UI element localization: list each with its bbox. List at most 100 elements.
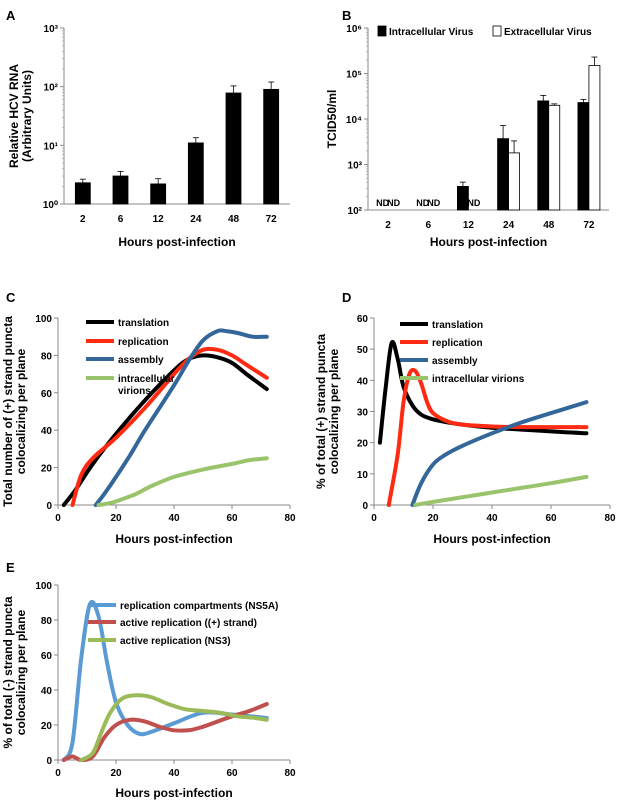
- y-tick-label: 50: [357, 345, 369, 356]
- x-tick-label: 40: [168, 513, 180, 524]
- legend-label: active replication (NS3): [120, 636, 231, 647]
- bar: [577, 102, 590, 211]
- panel-letter: C: [6, 290, 16, 305]
- x-tick-label: 12: [463, 220, 475, 231]
- x-tick-label: 20: [110, 513, 122, 524]
- y-tick-label: 20: [41, 721, 53, 732]
- y-tick-label: 10⁰: [43, 200, 58, 211]
- series-line: [410, 400, 589, 507]
- x-tick-label: 2: [385, 220, 391, 231]
- bar: [74, 182, 91, 205]
- x-tick-label: 40: [168, 768, 180, 779]
- y-tick-label: 60: [357, 314, 369, 325]
- y-tick-label: 0: [46, 501, 52, 512]
- x-tick-label: 0: [371, 513, 377, 524]
- y-tick-label: 30: [357, 408, 369, 419]
- legend-label: assembly: [432, 356, 478, 367]
- y-tick-label: 80: [41, 351, 53, 362]
- y-tick-label: 60: [41, 651, 53, 662]
- x-tick-label: 2: [80, 214, 86, 225]
- panel-letter: E: [6, 560, 15, 575]
- y-tick-label: 100: [35, 314, 52, 325]
- y-axis-label: TCID50/ml: [325, 90, 339, 149]
- y-axis-label: (Arbitrary Units): [20, 70, 34, 162]
- x-axis-label: Hours post-infection: [430, 235, 547, 249]
- y-tick-label: 10¹: [44, 141, 59, 152]
- bar: [150, 183, 167, 205]
- x-tick-label: 80: [284, 513, 296, 524]
- legend-label: Intracellular Virus: [389, 27, 474, 38]
- y-tick-label: 80: [41, 616, 53, 627]
- nd-label: ND: [416, 198, 429, 208]
- y-tick-label: 40: [41, 426, 53, 437]
- legend-label: intracellular: [118, 374, 175, 385]
- y-tick-label: 20: [41, 464, 53, 475]
- x-tick-label: 20: [427, 513, 439, 524]
- y-tick-label: 40: [357, 376, 369, 387]
- y-tick-label: 0: [46, 756, 52, 767]
- y-tick-label: 20: [357, 439, 369, 450]
- bar: [497, 138, 509, 211]
- y-tick-label: 100: [35, 581, 52, 592]
- legend-label: translation: [118, 318, 169, 329]
- x-tick-label: 20: [110, 768, 122, 779]
- y-axis-label: colocalizing per plane: [14, 349, 28, 475]
- x-tick-label: 24: [190, 214, 202, 225]
- panel-letter: A: [6, 8, 16, 23]
- x-tick-label: 40: [486, 513, 498, 524]
- y-tick-label: 10⁶: [346, 24, 362, 35]
- x-tick-label: 0: [55, 513, 61, 524]
- x-tick-label: 6: [425, 220, 431, 231]
- legend-label: assembly: [118, 355, 164, 366]
- y-axis-label: colocalizing per plane: [14, 610, 28, 736]
- panel-E: E 0 20 40 60 80 100 0 20 40 60 80 replication compar…: [1, 560, 296, 800]
- x-tick-label: 72: [583, 220, 595, 231]
- panel-letter: B: [342, 8, 351, 23]
- x-tick-label: 60: [226, 768, 238, 779]
- x-tick-label: 72: [266, 214, 278, 225]
- legend-label: virions: [118, 386, 151, 397]
- y-tick-label: 10²: [44, 83, 59, 94]
- series-line: [93, 328, 269, 507]
- panel-C: C 0 20 40 60 80 100 0 20 40 60 80 translation replica…: [1, 290, 296, 546]
- bar: [548, 104, 561, 211]
- bar: [225, 92, 242, 205]
- legend-swatch: [377, 25, 387, 37]
- y-tick-label: 40: [41, 686, 53, 697]
- series-line: [386, 367, 589, 507]
- x-tick-label: 0: [55, 768, 61, 779]
- legend-label: Extracellular Virus: [504, 27, 592, 38]
- legend-label: active replication ((+) strand): [120, 618, 257, 629]
- y-axis-label: % of total (+) strand puncta: [314, 334, 328, 489]
- x-tick-label: 6: [118, 214, 124, 225]
- nd-label: ND: [387, 198, 400, 208]
- bar: [508, 152, 520, 211]
- y-axis-label: % of total (-) strand puncta: [1, 596, 15, 748]
- y-tick-label: 10⁵: [346, 70, 362, 81]
- nd-label: ND: [376, 198, 389, 208]
- x-tick-label: 12: [153, 214, 165, 225]
- y-axis-label: Total number of (+) strand puncta: [1, 316, 15, 507]
- y-axis-label: colocalizing per plane: [327, 349, 341, 475]
- panel-A: A 10⁰ 10¹ 10² 10³ 2 6 12 24 48 72 Relative HCV RNA(…: [6, 8, 290, 249]
- bar: [263, 88, 280, 205]
- panel-D: D 0 10 20 30 40 50 60 0 20 40 60 80 translation replic…: [314, 290, 616, 546]
- y-tick-label: 10³: [348, 161, 363, 172]
- series-line: [70, 346, 269, 507]
- bar: [187, 142, 204, 205]
- x-tick-label: 80: [604, 513, 616, 524]
- legend-label: intracellular virions: [432, 374, 525, 385]
- series-line: [61, 599, 269, 762]
- legend-label: translation: [432, 320, 483, 331]
- x-axis-label: Hours post-infection: [115, 532, 232, 546]
- x-tick-label: 60: [545, 513, 557, 524]
- y-tick-label: 10³: [44, 24, 59, 35]
- nd-label: ND: [427, 198, 440, 208]
- nd-label: ND: [467, 198, 480, 208]
- legend-label: replication: [432, 338, 483, 349]
- y-tick-label: 60: [41, 389, 53, 400]
- y-tick-label: 10⁴: [346, 115, 362, 126]
- x-tick-label: 48: [543, 220, 555, 231]
